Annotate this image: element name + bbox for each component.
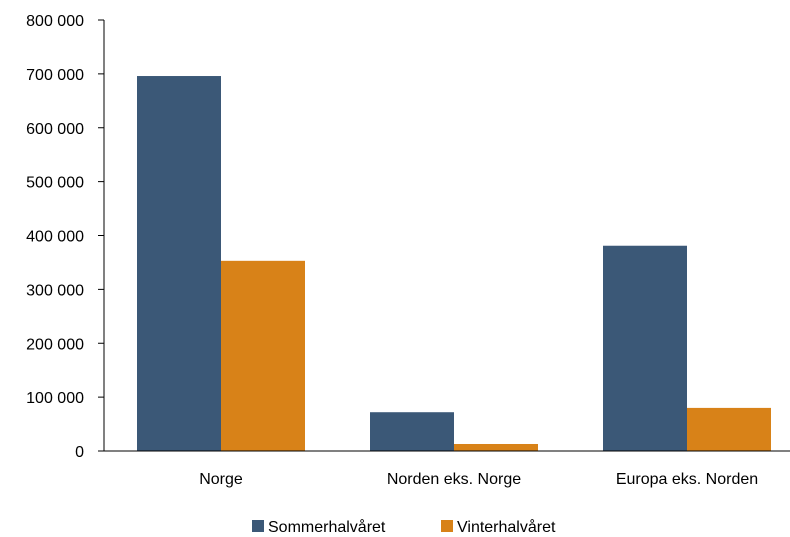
x-category-label: Europa eks. Norden — [616, 471, 758, 488]
bar-sommerhalvaret — [137, 76, 221, 451]
y-tick-label: 200 000 — [26, 336, 84, 353]
bar-vinterhalvaret — [454, 443, 538, 451]
y-axis: 0 100 000 200 000 300 000 400 000 500 000 600 … — [26, 13, 105, 461]
legend-label: Vinterhalvåret — [457, 518, 556, 536]
bars — [137, 76, 771, 451]
y-tick-label: 100 000 — [26, 390, 84, 407]
bar-vinterhalvaret — [221, 260, 305, 451]
y-tick-label: 0 — [75, 444, 84, 461]
y-tick-label: 700 000 — [26, 67, 84, 84]
legend-swatch — [252, 520, 264, 532]
bar-vinterhalvaret — [687, 407, 771, 451]
y-tick-label: 400 000 — [26, 229, 84, 246]
y-tick-label: 300 000 — [26, 282, 84, 299]
y-tick-label: 500 000 — [26, 175, 84, 192]
legend: Sommerhalvåret Vinterhalvåret — [252, 518, 556, 536]
y-tick-label: 800 000 — [26, 13, 84, 30]
bar-sommerhalvaret — [603, 245, 687, 451]
x-category-label: Norge — [199, 471, 243, 488]
bar-sommerhalvaret — [370, 412, 454, 451]
x-axis: Norge Norden eks. Norge Europa eks. Norden — [104, 450, 790, 488]
y-tick-label: 600 000 — [26, 121, 84, 138]
legend-label: Sommerhalvåret — [268, 518, 386, 536]
legend-swatch — [441, 520, 453, 532]
x-category-label: Norden eks. Norge — [387, 471, 521, 488]
